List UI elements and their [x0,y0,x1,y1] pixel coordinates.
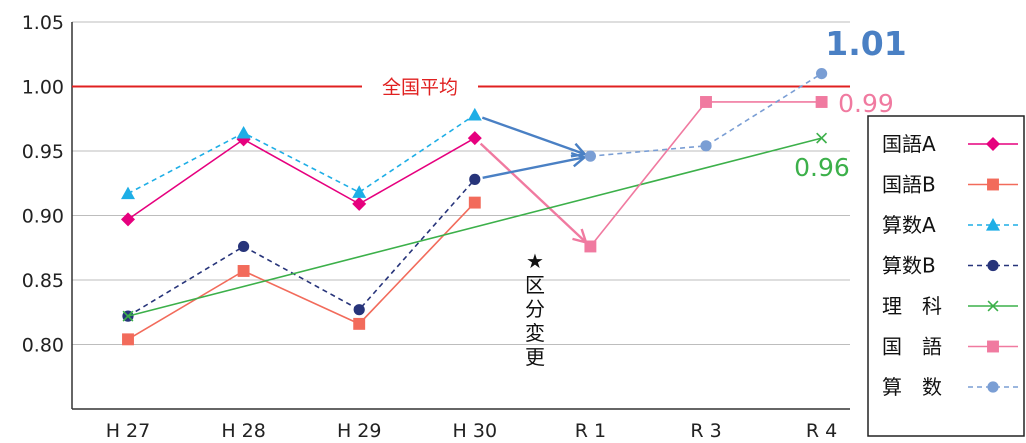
grid-lines [72,21,850,345]
transition-arrow [479,142,588,245]
data-point [352,185,367,198]
arrow-shaft [479,142,587,244]
data-point [987,340,999,353]
legend-label: 国語B [882,173,936,197]
division-change-char: 分 [525,297,545,321]
series-lines [121,68,828,346]
legend-item: 国語A [882,132,1018,156]
data-point [584,240,597,253]
legend-box [867,115,1025,437]
series-算数A [121,107,482,200]
data-point [353,304,365,316]
legend-item: 算数B [882,254,1018,278]
series-算数B [122,173,481,322]
legend-label: 算 数 [882,375,942,399]
data-point [584,150,597,162]
axes: 0.80 0.85 0.90 0.95 1.00 1.05 H 27 H 28 H 29 H 30… [22,12,850,442]
data-point [987,178,999,191]
arrow-head [570,152,587,168]
series-line [127,137,822,317]
data-point [816,68,828,80]
legend-label: 算数A [882,213,936,237]
series-line [127,178,476,317]
x-mark-stroke [987,300,999,312]
y-tick-label: 1.00 [22,77,64,99]
legend: 国語A 国語B 算数A 算数B 理 科国 語算 数 [867,115,1025,437]
value-label: 1.01 [825,24,906,63]
data-point [238,240,250,253]
legend-item: 国語B [882,173,1018,197]
data-point [236,125,251,139]
data-point [987,381,999,393]
x-tick-label: H 30 [453,420,498,442]
x-tick-label: H 29 [337,420,382,442]
legend-item: 算 数 [882,375,1018,399]
data-point [122,333,134,346]
data-point [122,310,134,322]
legend-label: 理 科 [882,294,942,318]
series-line [127,114,476,195]
value-label: 0.96 [794,153,850,182]
reference-line-label: 全国平均 [382,77,458,99]
data-point [121,212,135,227]
division-change-char: ★ [526,249,544,273]
transition-arrow [482,152,587,179]
data-point [468,196,481,209]
series-算数 [584,68,828,162]
series-line [590,72,823,157]
series-国語B [122,196,481,346]
data-point [353,317,366,330]
series-理科 [122,132,828,322]
value-label: 0.99 [838,89,894,118]
division-change-char: 変 [525,321,545,345]
series-国語 [584,96,828,253]
y-tick-label: 0.80 [22,335,64,357]
legend-label: 国語A [882,132,936,156]
y-tick-label: 1.05 [22,12,64,34]
y-tick-label: 0.95 [22,141,64,163]
data-point [467,131,482,146]
data-point [352,196,367,211]
data-point [467,107,482,121]
y-tick-label: 0.90 [22,206,64,228]
data-point [815,96,828,108]
data-point [700,96,712,108]
data-point [469,173,481,185]
reference-line: 全国平均 [72,77,850,99]
legend-item: 国 語 [882,335,1018,359]
legend-label: 国 語 [882,335,942,359]
legend-item: 理 科 [882,294,1018,318]
series-国語A [121,131,482,227]
series-line [127,202,476,341]
series-line [127,137,476,221]
legend-label: 算数B [882,254,936,278]
transition-arrows [479,116,588,245]
data-point [986,137,1000,151]
data-point [987,259,999,272]
data-point [121,186,135,200]
data-point [986,218,1000,231]
data-point [700,140,712,152]
data-point [987,300,999,312]
division-change-char: 更 [525,345,545,369]
x-mark-stroke [816,132,828,144]
x-tick-label: H 28 [221,420,266,442]
series-line [589,101,822,247]
x-tick-label: R 3 [690,420,721,442]
arrow-shaft [481,116,586,156]
x-tick-label: H 27 [106,420,151,442]
x-tick-label: R 4 [806,420,837,442]
x-tick-label: R 1 [575,420,606,442]
arrow-shaft [482,156,585,179]
y-tick-label: 0.85 [22,270,64,292]
legend-item: 算数A [882,213,1018,237]
x-mark-stroke [122,310,134,322]
data-point [816,132,828,144]
data-point [237,265,250,277]
division-change-char: 区 [525,273,545,297]
